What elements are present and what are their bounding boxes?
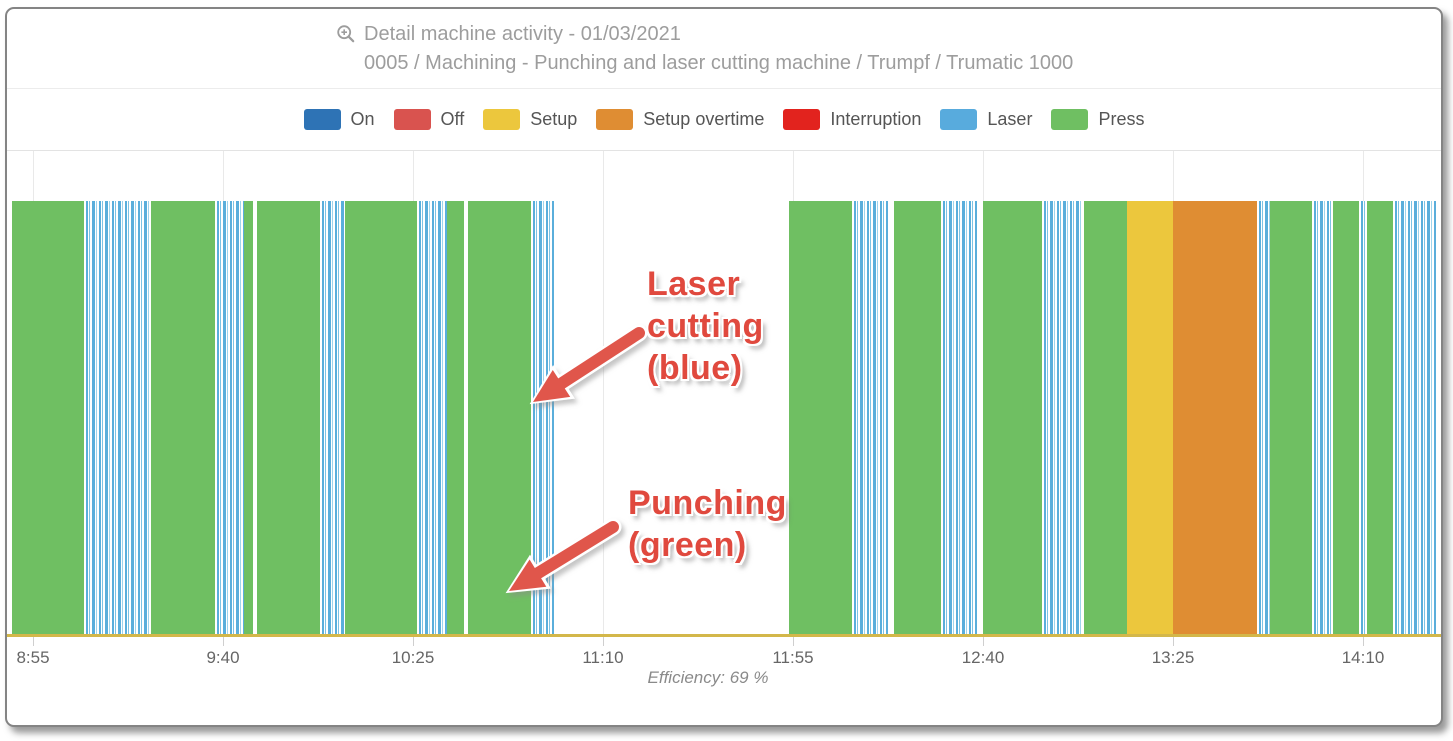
activity-segment-press[interactable] (446, 201, 464, 634)
legend-label: Press (1098, 109, 1145, 129)
chart-window: Detail machine activity - 01/03/2021 000… (5, 7, 1443, 727)
activity-segment-press[interactable] (256, 201, 321, 634)
axis-tick-label: 9:40 (206, 648, 240, 667)
axis-tick-label: 13:25 (1151, 648, 1195, 667)
activity-segment-setup_overtime[interactable] (1173, 201, 1258, 634)
legend-item-setup_overtime[interactable]: Setup overtime (596, 109, 764, 130)
legend-label: Off (440, 109, 465, 129)
activity-segment-press[interactable] (151, 201, 215, 634)
legend-label: On (350, 109, 375, 129)
axis-tick (603, 637, 604, 646)
legend-swatch-setup_overtime (596, 109, 634, 130)
legend-label: Laser (987, 109, 1033, 129)
legend-swatch-interruption (783, 109, 821, 130)
gridline (603, 151, 604, 634)
legend-item-setup[interactable]: Setup (483, 109, 577, 130)
legend-item-laser[interactable]: Laser (940, 109, 1032, 130)
axis-tick (413, 637, 414, 646)
legend-swatch-laser (940, 109, 978, 130)
chart-subtitle: 0005 / Machining - Punching and laser cu… (364, 52, 1074, 74)
activity-segment-press[interactable] (467, 201, 532, 634)
plot-area: Laser cutting (blue) Punching (green) (7, 151, 1441, 637)
legend-item-on[interactable]: On (303, 109, 375, 130)
axis-tick (1363, 637, 1364, 646)
activity-segment-press[interactable] (345, 201, 418, 634)
legend-item-interruption[interactable]: Interruption (783, 109, 921, 130)
axis-tick (793, 637, 794, 646)
axis-tick (33, 637, 34, 646)
axis-tick (983, 637, 984, 646)
axis-tick (223, 637, 224, 646)
activity-segment-laser[interactable] (531, 201, 557, 634)
axis-tick-label: 14:10 (1341, 648, 1385, 667)
x-axis-line (7, 634, 1441, 637)
axis-tick-label: 10:25 (391, 648, 435, 667)
activity-segment-press[interactable] (788, 201, 853, 634)
legend-swatch-setup (483, 109, 521, 130)
axis-tick-label: 8:55 (16, 648, 50, 667)
legend-item-press[interactable]: Press (1051, 109, 1144, 130)
chart-title: Detail machine activity - 01/03/2021 (364, 23, 681, 45)
legend-label: Setup (530, 109, 578, 129)
legend-label: Interruption (830, 109, 922, 129)
legend-swatch-off (393, 109, 431, 130)
activity-segment-laser[interactable] (852, 201, 890, 634)
zoom-in-icon (337, 25, 355, 43)
axis-tick (1173, 637, 1174, 646)
legend-item-off[interactable]: Off (393, 109, 465, 130)
axis-tick-label: 11:10 (582, 648, 624, 667)
annotation-laser-cutting: Laser cutting (blue) (647, 265, 764, 387)
activity-segment-press[interactable] (1367, 201, 1393, 634)
activity-chart: Laser cutting (blue) Punching (green) 8:5… (7, 151, 1441, 711)
efficiency-label: Efficiency: 69 % (647, 668, 769, 687)
legend-label: Setup overtime (643, 109, 765, 129)
activity-segment-press[interactable] (244, 201, 253, 634)
activity-segment-press[interactable] (1084, 201, 1127, 634)
activity-segment-press[interactable] (1270, 201, 1313, 634)
chart-legend: On Off Setup Setup overtime Interruption Lase… (7, 89, 1441, 150)
activity-segment-press[interactable] (1333, 201, 1359, 634)
chart-header: Detail machine activity - 01/03/2021 000… (7, 9, 1441, 76)
activity-segment-laser[interactable] (417, 201, 451, 634)
activity-segment-setup[interactable] (1126, 201, 1173, 634)
activity-segment-press[interactable] (983, 201, 1043, 634)
axis-tick-label: 12:40 (961, 648, 1005, 667)
activity-segment-press[interactable] (894, 201, 941, 634)
activity-segment-laser[interactable] (1392, 201, 1439, 634)
activity-segment-laser[interactable] (83, 201, 156, 634)
legend-swatch-on (303, 109, 341, 130)
annotation-punching: Punching (green) (628, 484, 787, 564)
legend-divider (7, 150, 1441, 151)
activity-segment-laser[interactable] (940, 201, 979, 634)
legend-swatch-press (1051, 109, 1089, 130)
activity-segment-laser[interactable] (1042, 201, 1085, 634)
activity-segment-press[interactable] (11, 201, 84, 634)
axis-tick-label: 11:55 (772, 648, 814, 667)
activity-segment-laser[interactable] (214, 201, 249, 634)
header-divider (7, 88, 1441, 89)
